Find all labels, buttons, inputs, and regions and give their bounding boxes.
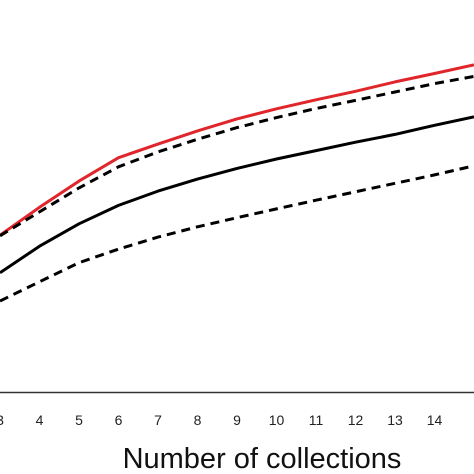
x-tick-label: 10 [269, 412, 285, 428]
series-line-black-dashed-3 [0, 164, 474, 303]
x-tick-labels: 3 4 5 6 7 8 9 10 11 12 13 14 [0, 412, 442, 428]
x-tick-label: 12 [348, 412, 364, 428]
x-tick-label: 6 [115, 412, 123, 428]
x-tick-label: 3 [0, 412, 4, 428]
series-line-black-dashed-1 [0, 74, 474, 238]
series-line-black-solid-2 [0, 115, 474, 275]
series-line-red-solid-0 [0, 63, 474, 237]
x-tick-label: 5 [75, 412, 83, 428]
x-tick-label: 7 [154, 412, 162, 428]
x-tick-label: 8 [194, 412, 202, 428]
x-tick-label: 9 [233, 412, 241, 428]
x-axis-title: Number of collections [123, 443, 402, 474]
series-layer [0, 63, 474, 303]
x-tick-label: 4 [36, 412, 44, 428]
x-tick-label: 13 [387, 412, 403, 428]
x-tick-label: 14 [427, 412, 443, 428]
x-tick-label: 11 [309, 412, 324, 428]
